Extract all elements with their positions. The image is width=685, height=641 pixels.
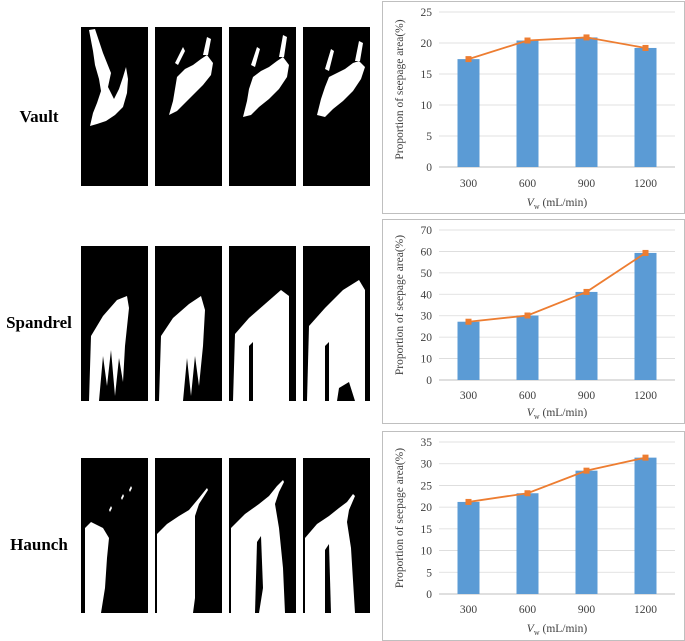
spandrel-line-point — [524, 312, 531, 319]
vault-x-axis-title: Vw (mL/min) — [527, 197, 588, 211]
haunch-ytick-label: 10 — [421, 546, 433, 558]
spandrel-ytick-label: 20 — [421, 332, 433, 344]
spandrel-ytick-label: 30 — [421, 311, 433, 323]
spandrel-x-axis-title: Vw (mL/min) — [527, 407, 588, 421]
haunch-xtick-label: 900 — [578, 604, 596, 616]
haunch-ytick-label: 35 — [421, 437, 433, 449]
vault-image-4 — [303, 27, 370, 186]
spandrel-xtick-label: 300 — [460, 390, 478, 402]
vault-line-point — [524, 37, 531, 44]
row-label-vault: Vault — [19, 107, 59, 126]
vault-bar — [634, 47, 657, 167]
spandrel-y-axis-title: Proportion of seepage area(%) — [394, 235, 406, 375]
row-label-spandrel: Spandrel — [6, 313, 72, 332]
vault-line-point — [465, 56, 472, 63]
haunch-ytick-label: 25 — [421, 480, 433, 492]
spandrel-bar — [634, 252, 657, 380]
spandrel-ytick-label: 10 — [421, 354, 433, 366]
spandrel-ytick-label: 50 — [421, 268, 433, 280]
vault-ytick-label: 10 — [421, 100, 433, 112]
haunch-image-1 — [81, 458, 148, 613]
spandrel-line-point — [583, 288, 590, 295]
haunch-line-point — [524, 490, 531, 497]
vault-line-point — [642, 44, 649, 51]
haunch-line-point — [642, 454, 649, 461]
chart-haunch: 0 5 10 15 20 25 30 35 300 600 900 1200 Vw (mL/min) Pr… — [382, 431, 685, 641]
vault-xtick-label: 300 — [460, 178, 478, 190]
haunch-image-3 — [229, 458, 296, 613]
chart-spandrel: 0 10 20 30 40 50 60 70 300 600 900 1200 Vw (mL/min) P… — [382, 219, 685, 424]
haunch-image-2 — [155, 458, 222, 613]
vault-bar — [575, 37, 598, 167]
spandrel-series-line — [468, 252, 646, 323]
spandrel-bar — [516, 315, 539, 380]
spandrel-image-2 — [155, 246, 222, 401]
vault-line-point — [583, 34, 590, 41]
haunch-xtick-label: 1200 — [634, 604, 657, 616]
haunch-line-point — [583, 467, 590, 474]
chart-vault: 0 5 10 15 20 25 300 600 900 1200 Vw (mL/min) Propor… — [382, 1, 685, 214]
vault-xtick-label: 900 — [578, 178, 596, 190]
haunch-ytick-label: 0 — [426, 589, 432, 601]
haunch-line-point — [465, 498, 472, 505]
haunch-xtick-label: 600 — [519, 604, 537, 616]
vault-ytick-label: 0 — [426, 162, 432, 174]
spandrel-image-1 — [81, 246, 148, 401]
haunch-y-axis-title: Proportion of seepage area(%) — [394, 448, 406, 588]
vault-y-axis-title: Proportion of seepage area(%) — [394, 19, 406, 159]
spandrel-ytick-label: 70 — [421, 225, 433, 237]
vault-ytick-label: 5 — [426, 131, 432, 143]
haunch-series-line — [468, 456, 646, 503]
row-label-haunch: Haunch — [10, 535, 68, 554]
spandrel-ytick-label: 0 — [426, 375, 432, 387]
haunch-ytick-label: 20 — [421, 502, 433, 514]
spandrel-xtick-label: 900 — [578, 390, 596, 402]
spandrel-xtick-label: 1200 — [634, 390, 657, 402]
vault-ytick-label: 25 — [421, 7, 433, 19]
spandrel-line-point — [465, 318, 472, 325]
vault-image-3 — [229, 27, 296, 186]
vault-ytick-label: 15 — [421, 69, 433, 81]
haunch-bar — [516, 493, 539, 594]
haunch-x-axis-title: Vw (mL/min) — [527, 623, 588, 637]
haunch-ytick-label: 30 — [421, 459, 433, 471]
haunch-bar — [575, 470, 598, 594]
vault-image-1 — [81, 27, 148, 186]
haunch-xtick-label: 300 — [460, 604, 478, 616]
haunch-image-4 — [303, 458, 370, 613]
spandrel-ytick-label: 40 — [421, 289, 433, 301]
vault-bar — [457, 59, 480, 168]
vault-ytick-label: 20 — [421, 38, 433, 50]
vault-xtick-label: 600 — [519, 178, 537, 190]
haunch-ytick-label: 15 — [421, 524, 433, 536]
spandrel-xtick-label: 600 — [519, 390, 537, 402]
spandrel-image-4 — [303, 246, 370, 401]
spandrel-bar — [457, 321, 480, 380]
spandrel-image-3 — [229, 246, 296, 401]
spandrel-line-point — [642, 249, 649, 256]
vault-bar — [516, 40, 539, 167]
vault-image-2 — [155, 27, 222, 186]
spandrel-bar — [575, 291, 598, 380]
haunch-ytick-label: 5 — [426, 567, 432, 579]
spandrel-ytick-label: 60 — [421, 246, 433, 258]
haunch-bar — [634, 457, 657, 594]
haunch-bar — [457, 501, 480, 594]
vault-series-line — [468, 36, 646, 60]
vault-xtick-label: 1200 — [634, 178, 657, 190]
